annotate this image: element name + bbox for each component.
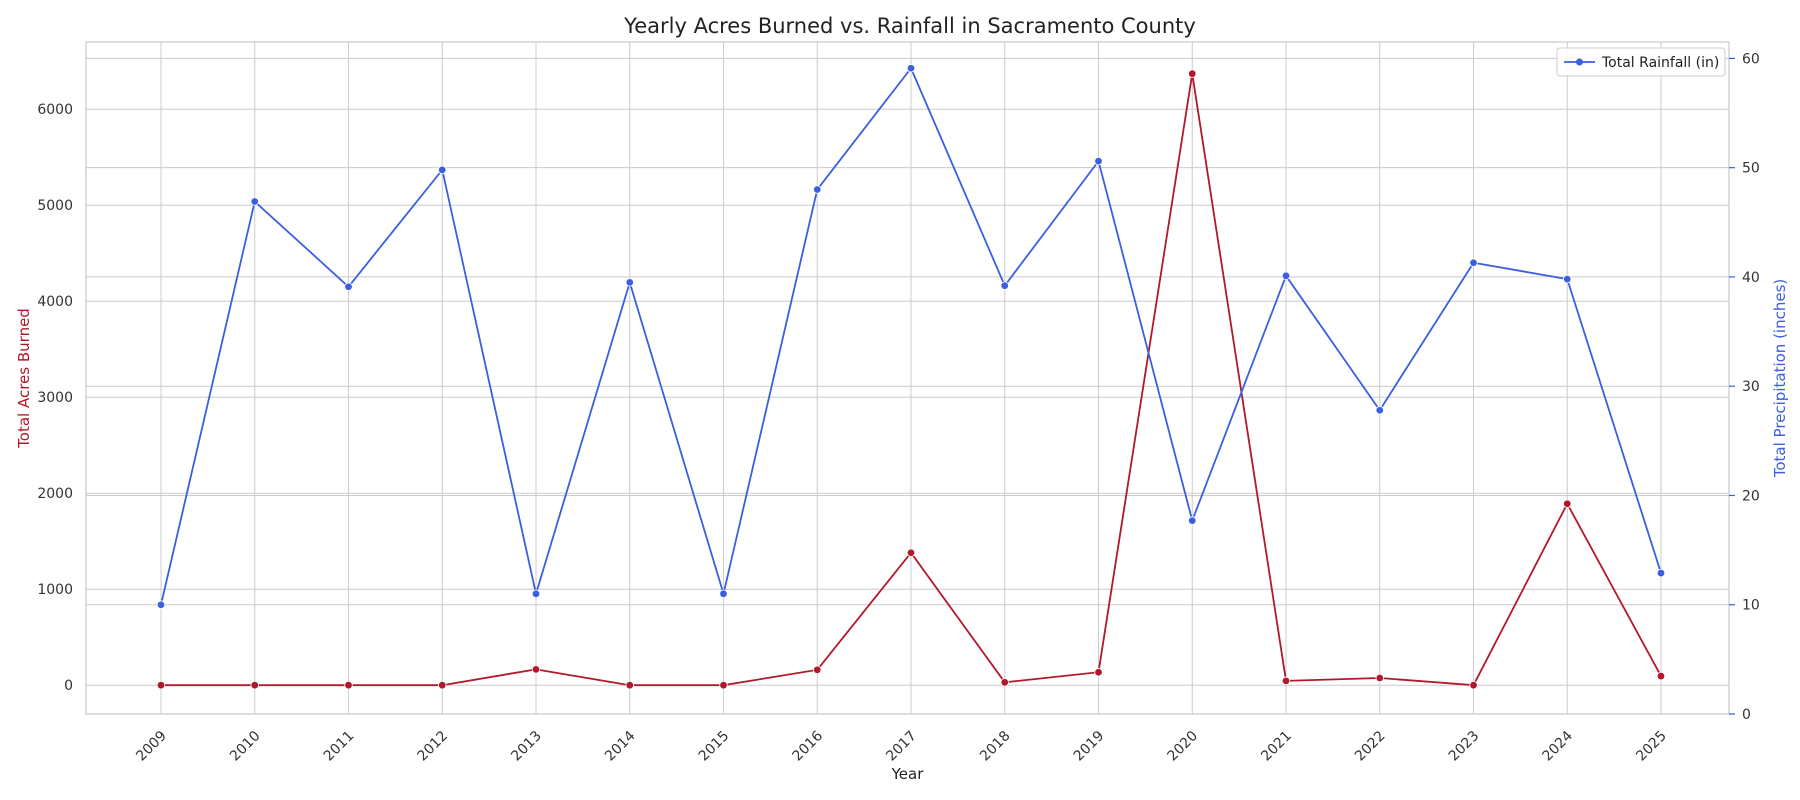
acres-burned-point <box>625 681 634 690</box>
rainfall-point <box>1281 271 1291 281</box>
acres-burned-point <box>1188 69 1197 78</box>
rainfall-point <box>1000 281 1009 290</box>
right-tick-label: 20 <box>1742 488 1760 504</box>
x-tick-label: 2011 <box>321 728 358 765</box>
acres-burned-point <box>344 681 353 690</box>
series-rainfall <box>156 64 1666 609</box>
x-tick-label: 2017 <box>883 728 920 765</box>
x-tick-label: 2012 <box>415 728 452 765</box>
plot-frame <box>85 41 1730 715</box>
acres-burned-point <box>1656 671 1666 681</box>
rainfall-point <box>250 197 259 206</box>
legend-box <box>1556 47 1726 77</box>
right-tick-label: 50 <box>1742 161 1760 177</box>
x-tick-label: 2014 <box>602 728 639 765</box>
x-tick-label: 2010 <box>227 728 264 765</box>
left-y-axis-label: Total Acres Burned <box>15 308 33 449</box>
acres-burned-point <box>1281 676 1291 686</box>
x-tick-label: 2013 <box>508 728 545 765</box>
rainfall-point <box>813 185 822 194</box>
rainfall-point <box>156 600 166 609</box>
right-tick-label: 10 <box>1742 598 1760 614</box>
acres-burned-point <box>438 681 447 690</box>
left-axis-ticks: 0 1000 2000 3000 4000 5000 6000 <box>37 102 73 694</box>
rainfall-point <box>1188 516 1197 525</box>
rainfall-point <box>438 165 447 175</box>
right-tick-label: 0 <box>1742 707 1751 723</box>
x-tick-label: 2023 <box>1446 728 1483 765</box>
acres-burned-point <box>719 681 728 690</box>
acres-burned-point <box>1469 681 1478 690</box>
x-tick-label: 2020 <box>1165 728 1202 765</box>
x-tick-label: 2019 <box>1071 728 1108 765</box>
x-tick-label: 2024 <box>1540 728 1577 765</box>
right-tick-label: 40 <box>1742 270 1760 286</box>
series-layer <box>156 64 1666 690</box>
rainfall-point <box>1375 406 1384 415</box>
right-tick-label: 60 <box>1742 51 1760 67</box>
left-tick-label: 1000 <box>37 582 73 598</box>
right-tick-label: 30 <box>1742 379 1760 395</box>
rainfall-point <box>1656 568 1666 578</box>
series-acres-burned <box>156 69 1666 690</box>
left-tick-label: 6000 <box>37 102 73 118</box>
legend: Total Rainfall (in) <box>1556 47 1726 77</box>
legend-label: Total Rainfall (in) <box>1601 55 1719 71</box>
acres-burned-point <box>906 548 916 557</box>
rainfall-point <box>625 278 634 287</box>
left-tick-label: 4000 <box>37 294 73 310</box>
legend-marker-swatch <box>1576 58 1583 66</box>
left-tick-label: 0 <box>64 678 73 694</box>
x-axis-label: Year <box>891 765 925 783</box>
x-tick-label: 2009 <box>133 728 170 765</box>
x-axis-ticks: 2009 2010 2011 2012 2013 2014 2015 2016 2017 2018… <box>133 728 1670 765</box>
rainfall-point <box>1094 156 1103 166</box>
right-axis-ticks: 0 10 20 30 40 50 60 <box>1729 51 1760 723</box>
x-tick-label: 2021 <box>1258 728 1295 765</box>
left-tick-label: 5000 <box>37 198 73 214</box>
left-tick-label: 2000 <box>37 486 73 502</box>
x-tick-label: 2016 <box>790 728 827 765</box>
x-tick-label: 2022 <box>1352 728 1389 765</box>
acres-burned-point <box>250 681 259 690</box>
rainfall-point <box>719 589 728 599</box>
rainfall-point <box>1563 274 1572 284</box>
rainfall-point <box>531 589 541 599</box>
x-tick-label: 2015 <box>696 728 733 765</box>
grid <box>86 42 1729 715</box>
rainfall-point <box>1469 258 1478 267</box>
acres-burned-point <box>1563 499 1572 508</box>
left-tick-label: 3000 <box>37 390 73 406</box>
acres-burned-point <box>1375 673 1384 683</box>
chart-title: Yearly Acres Burned vs. Rainfall in Sacr… <box>623 14 1196 38</box>
acres-burned-point <box>1094 668 1103 677</box>
acres-burned-point <box>1000 678 1009 687</box>
acres-burned-point <box>813 665 822 675</box>
x-tick-label: 2018 <box>977 728 1014 765</box>
rainfall-point <box>906 64 916 73</box>
rainfall-point <box>344 282 353 291</box>
acres-burned-point <box>531 665 541 674</box>
acres-burned-point <box>156 681 166 690</box>
right-y-axis-label: Total Precipitation (inches) <box>1771 279 1789 479</box>
x-tick-label: 2025 <box>1633 728 1670 765</box>
